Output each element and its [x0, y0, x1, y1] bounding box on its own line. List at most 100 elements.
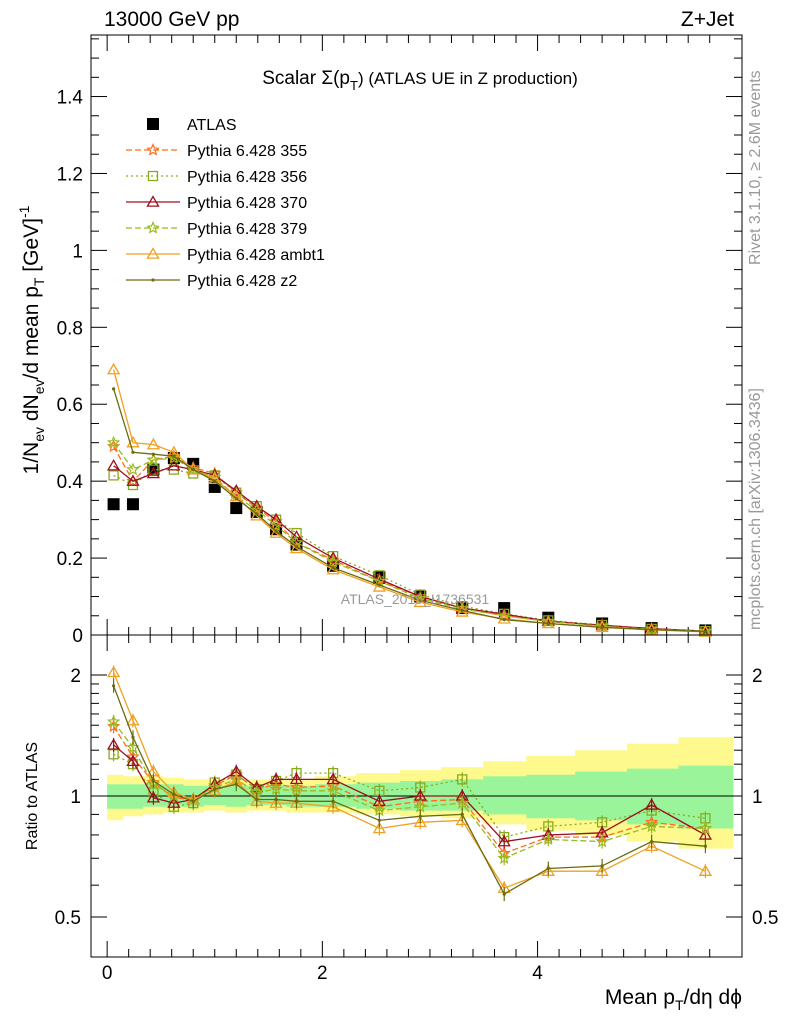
ratio-data-point	[418, 814, 422, 818]
y-tick-label: 1.4	[57, 88, 84, 109]
data-point	[255, 512, 259, 516]
ratio-y-tick-label: 1	[70, 787, 81, 808]
ratio-panel: 0.5 0.5 1 1 2 2 0 2 4	[55, 634, 779, 984]
ratio-y-tick-label-right: 2	[752, 666, 763, 687]
ratio-data-point	[255, 797, 259, 802]
ratio-data-point	[644, 839, 659, 851]
ratio-data-point	[146, 790, 161, 803]
plot-title-prefix: Scalar Σ(p	[262, 68, 350, 89]
data-point	[131, 450, 135, 454]
ratio-y-tick-label-right: 1	[752, 787, 763, 808]
ratio-frame	[90, 634, 743, 958]
main-series-group	[106, 362, 713, 637]
data-point	[377, 583, 381, 587]
data-point	[172, 454, 176, 458]
series-pythia-6-428-356	[108, 464, 711, 637]
plot-title-sub: T	[350, 78, 358, 93]
data-point	[234, 496, 238, 501]
data-point	[126, 498, 139, 511]
y-tick-label: 1.2	[57, 164, 83, 185]
plot-title-suffix: ) (ATLAS UE in Z production)	[358, 69, 578, 88]
energy-label: 13000 GeV pp	[104, 8, 239, 31]
data-point	[106, 458, 121, 471]
svg-text:Mean pT/dη dϕ: Mean pT/dη dϕ	[605, 986, 742, 1013]
ratio-data-point	[106, 665, 121, 678]
data-point	[151, 452, 156, 456]
ratio-data-point	[326, 783, 340, 797]
data-point	[269, 512, 283, 525]
mcplots-label: mcplots.cern.ch [arXiv:1306.3436]	[747, 388, 764, 630]
svg-text:1/Nev dNev/d mean pT [GeV]-1: 1/Nev dNev/d mean pT [GeV]-1	[16, 205, 47, 474]
ratio-data-point	[372, 821, 386, 834]
main-panel: Scalar Σ(pT) (ATLAS UE in Z production) …	[57, 34, 743, 957]
data-point	[644, 622, 659, 635]
y-tick-label: 0.6	[57, 395, 83, 416]
ratio-data-point	[502, 892, 506, 896]
y-main-axis-title: 1/Nev dNev/d mean pT [GeV]-1	[16, 205, 47, 474]
data-point	[289, 530, 304, 542]
main-y-tick-labels: 0 0.2 0.4 0.6 0.8 1 1.2 1.4	[57, 88, 84, 647]
ratio-data-point	[413, 815, 427, 828]
ratio-y-tick-labels: 0.5 0.5 1 1 2 2	[55, 666, 779, 929]
data-point	[146, 452, 161, 466]
series-pythia-6-428-370	[106, 458, 713, 636]
ratio-data-point	[595, 864, 609, 876]
data-point	[331, 566, 335, 570]
data-point	[106, 435, 121, 449]
data-point	[191, 468, 195, 472]
ratio-data-point	[698, 828, 713, 840]
data-point	[146, 437, 161, 450]
ratio-data-point	[131, 735, 135, 739]
legend-label: Pythia 6.428 ambt1	[187, 247, 325, 264]
data-point	[229, 483, 243, 496]
ratio-data-point	[460, 812, 464, 816]
legend-label: ATLAS	[187, 117, 237, 134]
x-tick-labels: 0 2 4	[102, 963, 543, 984]
data-point	[460, 608, 464, 612]
ratio-data-point	[269, 782, 283, 795]
ratio-data-point	[644, 798, 659, 810]
ratio-data-point	[457, 774, 468, 785]
ratio-data-point	[172, 792, 176, 796]
ratio-data-point	[372, 803, 387, 817]
ratio-data-point	[274, 797, 278, 802]
data-point	[703, 629, 708, 634]
ratio-data-point	[331, 799, 335, 803]
legend-entry: ATLAS	[147, 117, 237, 134]
ratio-series-group	[106, 665, 713, 902]
data-point	[698, 624, 713, 637]
ratio-data-point	[497, 851, 511, 864]
y-tick-label: 0.4	[57, 472, 84, 493]
data-point	[106, 439, 121, 453]
rivet-version-label: Rivet 3.1.10, ≥ 2.6M events	[747, 70, 764, 265]
data-point	[541, 614, 555, 626]
ratio-data-point	[595, 834, 609, 848]
y-ratio-axis-title: Ratio to ATLAS	[24, 742, 41, 850]
legend-marker	[146, 142, 160, 156]
data-point	[418, 598, 422, 602]
ratio-data-point	[106, 714, 121, 728]
ratio-data-point	[455, 796, 469, 809]
y-tick-label: 0	[72, 626, 83, 647]
ratio-data-point	[111, 684, 116, 688]
plot-title: Scalar Σ(pT) (ATLAS UE in Z production)	[262, 68, 578, 93]
ratio-data-point	[126, 713, 140, 726]
legend-marker	[146, 195, 160, 207]
ratio-data-point	[698, 821, 713, 835]
main-axis-ticks	[91, 35, 742, 957]
data-point	[326, 551, 340, 563]
legend-entry: Pythia 6.428 379	[126, 220, 307, 238]
x-tick-label: 0	[102, 963, 113, 984]
data-point	[146, 466, 161, 479]
data-point	[600, 625, 604, 629]
data-point	[126, 474, 140, 486]
data-point	[497, 612, 511, 624]
ratio-data-point	[191, 799, 195, 803]
data-point	[650, 628, 654, 632]
data-point	[269, 526, 283, 538]
ratio-y-tick-label: 0.5	[55, 908, 81, 929]
ratio-data-point	[126, 754, 140, 767]
legend-entry: Pythia 6.428 ambt1	[126, 247, 325, 264]
ratio-data-point	[167, 796, 181, 808]
